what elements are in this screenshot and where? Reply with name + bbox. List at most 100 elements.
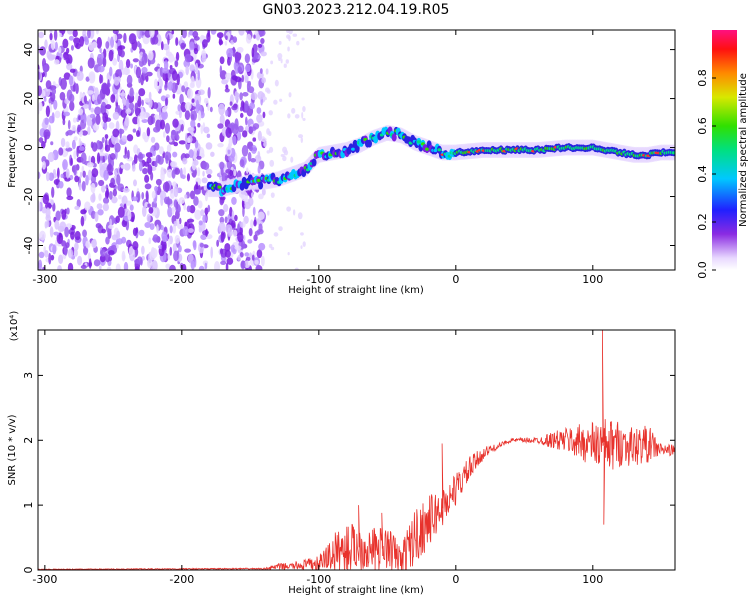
noise-blob xyxy=(90,194,96,203)
noise-blob xyxy=(83,245,88,256)
noise-blob xyxy=(115,91,119,103)
noise-blob xyxy=(123,99,127,106)
ridge-hot xyxy=(437,148,442,152)
noise-blob xyxy=(174,60,179,68)
noise-blob xyxy=(184,248,192,253)
noise-blob xyxy=(141,191,145,200)
noise-blob xyxy=(132,58,139,63)
noise-blob xyxy=(273,232,279,237)
noise-blob xyxy=(80,152,87,165)
noise-blob xyxy=(278,40,282,45)
noise-blob xyxy=(179,167,183,179)
noise-blob xyxy=(106,266,112,270)
noise-blob xyxy=(164,122,171,134)
noise-blob xyxy=(117,183,125,192)
noise-blob xyxy=(201,39,208,48)
noise-blob xyxy=(297,212,303,220)
noise-blob xyxy=(53,231,60,236)
noise-blob xyxy=(116,174,121,186)
noise-blob xyxy=(172,118,179,128)
noise-blob xyxy=(256,249,263,259)
x-tick-label: 100 xyxy=(582,573,603,586)
noise-blob xyxy=(109,66,113,77)
noise-blob xyxy=(264,87,270,93)
noise-blob xyxy=(80,209,87,215)
noise-blob xyxy=(149,223,155,230)
noise-blob xyxy=(83,212,87,222)
noise-blob xyxy=(256,107,262,114)
noise-blob xyxy=(167,206,173,218)
noise-blob xyxy=(268,146,274,153)
noise-blob xyxy=(223,204,229,213)
noise-blob xyxy=(159,119,166,130)
noise-blob xyxy=(167,34,170,45)
noise-blob xyxy=(167,81,174,91)
noise-blob xyxy=(195,76,202,89)
noise-blob xyxy=(131,164,136,172)
noise-blob xyxy=(109,36,115,49)
noise-blob xyxy=(235,54,239,63)
noise-blob xyxy=(207,87,211,99)
noise-blob xyxy=(170,161,178,168)
noise-blob xyxy=(61,209,67,220)
noise-blob xyxy=(39,46,46,56)
noise-blob xyxy=(189,41,195,51)
noise-blob xyxy=(162,43,170,51)
noise-blob xyxy=(114,142,121,153)
noise-blob xyxy=(290,156,294,163)
noise-blob xyxy=(122,254,126,260)
noise-blob xyxy=(214,261,220,270)
noise-blob xyxy=(237,231,244,243)
noise-blob xyxy=(302,117,306,121)
noise-blob xyxy=(266,150,271,154)
noise-blob xyxy=(145,71,153,77)
noise-blob xyxy=(124,146,127,157)
noise-blob xyxy=(240,221,244,229)
noise-blob xyxy=(66,207,70,215)
noise-blob xyxy=(258,242,266,251)
noise-blob xyxy=(110,177,115,187)
noise-blob xyxy=(101,228,106,234)
noise-blob xyxy=(210,246,213,259)
noise-blob xyxy=(147,203,151,208)
noise-blob xyxy=(259,68,263,74)
ridge-hot xyxy=(425,147,430,151)
noise-blob xyxy=(201,189,205,194)
noise-blob xyxy=(91,142,98,152)
snr-line xyxy=(38,330,675,570)
x-tick-label: -200 xyxy=(169,273,194,286)
noise-blob xyxy=(237,223,240,235)
noise-blob xyxy=(57,265,62,270)
noise-blob xyxy=(94,211,99,223)
noise-blob xyxy=(292,209,296,216)
noise-blob xyxy=(110,94,116,103)
noise-blob xyxy=(171,169,176,179)
noise-blob xyxy=(245,116,248,126)
noise-blob xyxy=(226,257,234,265)
noise-blob xyxy=(262,111,266,119)
noise-blob xyxy=(177,104,182,112)
snr-frame xyxy=(37,329,676,571)
noise-blob xyxy=(175,51,180,61)
noise-blob xyxy=(286,34,291,39)
noise-blob xyxy=(150,171,154,181)
noise-blob xyxy=(185,65,189,76)
x-tick-label: -100 xyxy=(306,273,331,286)
ridge-core xyxy=(258,181,264,190)
noise-blob xyxy=(219,161,225,170)
noise-blob xyxy=(174,234,181,244)
noise-blob xyxy=(238,30,245,36)
noise-blob xyxy=(247,239,253,244)
noise-blob xyxy=(131,196,138,202)
noise-blob xyxy=(38,171,41,180)
noise-blob xyxy=(154,160,158,168)
noise-blob xyxy=(199,242,205,248)
noise-blob xyxy=(227,148,231,155)
noise-blob xyxy=(157,155,164,165)
noise-blob xyxy=(154,185,158,192)
noise-blob xyxy=(48,115,55,124)
ridge-hot xyxy=(671,151,675,155)
x-tick-label: 100 xyxy=(582,273,603,286)
noise-blob xyxy=(166,144,172,153)
noise-blob xyxy=(257,211,265,221)
